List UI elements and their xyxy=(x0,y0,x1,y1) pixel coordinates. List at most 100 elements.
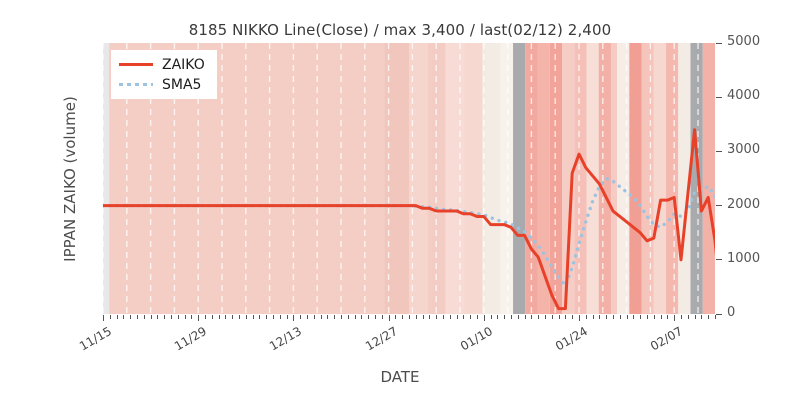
x-tick-minor xyxy=(177,315,179,319)
x-tick-minor xyxy=(694,315,696,319)
x-tick-minor xyxy=(565,315,567,319)
background-band xyxy=(445,43,465,314)
x-tick-minor xyxy=(218,315,220,319)
background-band xyxy=(653,43,667,314)
x-tick-minor xyxy=(524,315,526,319)
background-band xyxy=(464,43,483,314)
y-tick-label: 0 xyxy=(727,305,736,320)
x-tick-minor xyxy=(123,315,125,319)
x-tick-minor xyxy=(429,315,431,319)
x-tick-minor xyxy=(150,315,152,319)
background-band xyxy=(610,43,618,314)
x-tick-major xyxy=(483,315,485,321)
x-tick-minor xyxy=(470,315,472,319)
x-tick-minor xyxy=(286,315,288,319)
background-band xyxy=(586,43,599,314)
plot-svg xyxy=(103,43,715,314)
x-tick-minor xyxy=(456,315,458,319)
legend-item-zaiko[interactable]: ZAIKO xyxy=(119,56,205,73)
y-tick-label: 2000 xyxy=(727,196,761,212)
y-tick-label: 1000 xyxy=(727,250,761,266)
x-tick-minor xyxy=(538,315,540,319)
x-tick-minor xyxy=(259,315,261,319)
background-band xyxy=(598,43,611,314)
background-band xyxy=(641,43,654,314)
background-band xyxy=(629,43,642,314)
x-tick-minor xyxy=(463,315,465,319)
background-band xyxy=(617,43,630,314)
x-tick-minor xyxy=(585,315,587,319)
x-tick-minor xyxy=(334,315,336,319)
x-tick-major xyxy=(198,315,200,321)
x-tick-minor xyxy=(606,315,608,319)
x-tick-major xyxy=(579,315,580,321)
x-tick-major xyxy=(674,315,676,321)
x-tick-minor xyxy=(409,315,410,319)
y-tick-mark xyxy=(716,205,722,207)
x-tick-minor xyxy=(300,315,302,319)
x-tick-minor xyxy=(660,315,662,319)
x-tick-minor xyxy=(402,315,404,319)
background-band xyxy=(513,43,526,314)
x-tick-minor xyxy=(368,315,370,319)
x-tick-minor xyxy=(443,315,444,319)
background-band xyxy=(702,43,715,314)
x-tick-minor xyxy=(191,315,193,319)
x-tick-minor xyxy=(681,315,682,319)
x-tick-minor xyxy=(708,315,710,319)
x-tick-minor xyxy=(313,315,315,319)
x-tick-minor xyxy=(517,315,519,319)
x-tick-minor xyxy=(619,315,621,319)
legend-label-zaiko: ZAIKO xyxy=(162,56,205,73)
x-axis-title: DATE xyxy=(380,368,420,386)
x-tick-minor xyxy=(531,315,533,319)
chart-title: 8185 NIKKO Line(Close) / max 3,400 / las… xyxy=(188,21,612,39)
x-tick-minor xyxy=(545,315,546,319)
x-tick-minor xyxy=(239,315,240,319)
x-tick-minor xyxy=(347,315,349,319)
x-tick-minor xyxy=(252,315,254,319)
y-tick-label: 4000 xyxy=(727,88,761,104)
x-tick-minor xyxy=(667,315,669,319)
background-band xyxy=(562,43,575,314)
x-tick-minor xyxy=(354,315,356,319)
background-band xyxy=(690,43,703,314)
x-tick-minor xyxy=(232,315,234,319)
x-tick-minor xyxy=(653,315,655,319)
y-tick-label: 3000 xyxy=(727,142,761,158)
x-tick-minor xyxy=(184,315,186,319)
x-tick-major xyxy=(103,315,104,321)
series-line-zaiko xyxy=(103,128,715,311)
background-band xyxy=(574,43,587,314)
x-tick-minor xyxy=(687,315,689,319)
y-tick-mark xyxy=(716,150,722,152)
x-tick-minor xyxy=(715,315,716,319)
x-tick-minor xyxy=(497,315,499,319)
x-tick-minor xyxy=(320,315,322,319)
x-tick-minor xyxy=(375,315,376,319)
x-tick-minor xyxy=(164,315,166,319)
x-tick-minor xyxy=(490,315,492,319)
x-tick-minor xyxy=(225,315,227,319)
x-tick-minor xyxy=(613,315,614,319)
x-tick-minor xyxy=(395,315,397,319)
x-tick-label: 12/13 xyxy=(267,324,305,354)
legend-item-sma5[interactable]: SMA5 xyxy=(119,76,205,93)
x-tick-minor xyxy=(626,315,628,319)
x-tick-minor xyxy=(143,315,145,319)
legend-label-sma5: SMA5 xyxy=(162,76,202,93)
background-band xyxy=(409,43,428,314)
x-tick-minor xyxy=(130,315,132,319)
background-band xyxy=(482,43,501,314)
x-tick-minor xyxy=(572,315,574,319)
x-tick-minor xyxy=(422,315,424,319)
chart-legend[interactable]: ZAIKO SMA5 xyxy=(111,50,217,99)
x-tick-minor xyxy=(171,315,172,319)
x-tick-label: 02/07 xyxy=(648,324,686,354)
x-tick-minor xyxy=(504,315,506,319)
x-tick-label: 11/29 xyxy=(172,324,210,354)
x-tick-minor xyxy=(511,315,512,319)
x-tick-minor xyxy=(599,315,601,319)
x-tick-minor xyxy=(633,315,635,319)
y-tick-mark xyxy=(716,313,722,315)
